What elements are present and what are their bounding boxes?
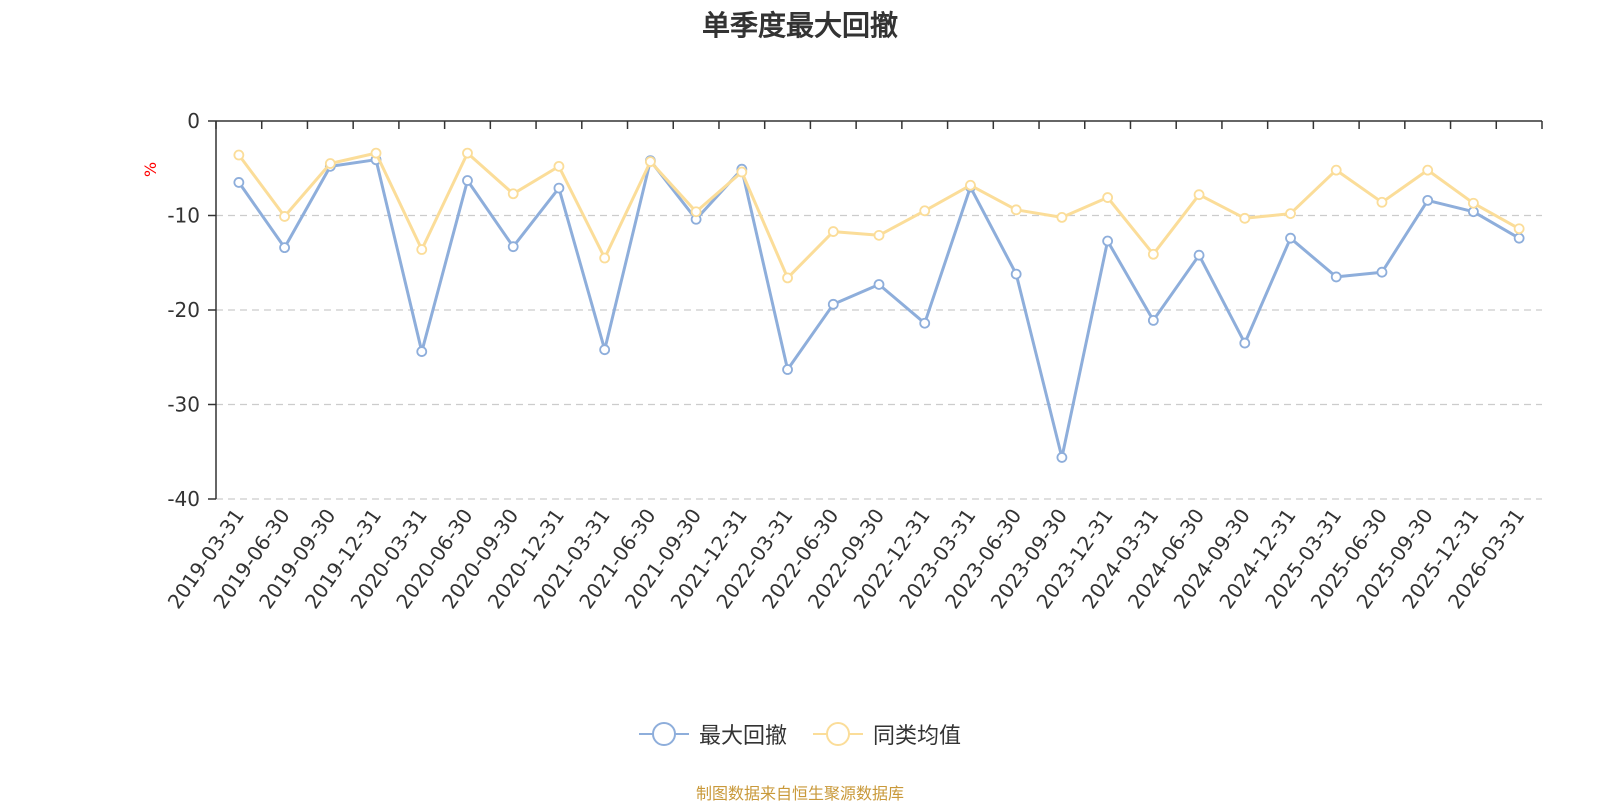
series-layer: [233, 147, 1525, 463]
data-point: [1010, 268, 1022, 280]
data-point: [782, 272, 793, 284]
data-point: [1102, 192, 1114, 203]
legend-label-peer-average: 同类均值: [873, 724, 962, 749]
series-max-drawdown: [233, 154, 1525, 463]
data-point: [919, 317, 931, 329]
label-layer: 0-10-20-30-402019-03-312019-06-302019-09…: [163, 109, 1530, 613]
data-point: [1376, 266, 1388, 278]
data-point: [1193, 249, 1205, 261]
grid-layer: [216, 214, 1542, 500]
data-point: [1330, 164, 1342, 176]
data-point: [553, 182, 565, 194]
data-point: [324, 158, 336, 169]
legend-label-max-drawdown: 最大回撤: [698, 724, 787, 749]
data-point: [1422, 164, 1434, 176]
data-point: [1193, 189, 1205, 201]
data-point: [370, 147, 382, 159]
y-tick-label: -30: [167, 393, 200, 417]
chart-title: 单季度最大回撤: [701, 9, 898, 42]
data-point: [1513, 232, 1525, 244]
data-point: [873, 279, 885, 290]
data-point: [919, 205, 931, 217]
data-point: [599, 344, 611, 356]
data-point: [690, 206, 702, 218]
data-point: [1056, 211, 1068, 223]
data-point: [1102, 235, 1114, 247]
legend-item-peer-average[interactable]: 同类均值: [813, 718, 961, 750]
data-point: [416, 346, 428, 357]
series-line: [237, 158, 1520, 459]
data-point: [462, 147, 473, 159]
data-point: [1330, 271, 1342, 283]
y-tick-label: 0: [187, 109, 200, 133]
data-point: [233, 177, 245, 188]
data-point: [827, 226, 839, 237]
data-point: [873, 229, 885, 241]
data-point: [965, 179, 976, 191]
line-chart: 0-10-20-30-402019-03-312019-06-302019-09…: [163, 109, 1543, 613]
data-point: [1056, 452, 1068, 463]
series-peer-average: [233, 147, 1525, 284]
data-point: [1513, 223, 1525, 235]
data-point: [1468, 197, 1479, 209]
data-point: [416, 244, 428, 255]
data-point: [279, 242, 290, 254]
data-point: [1285, 208, 1296, 220]
data-point: [782, 364, 793, 375]
legend-marker-peer-average: [813, 721, 863, 747]
data-point: [1010, 204, 1022, 216]
data-point: [1422, 194, 1434, 206]
data-point: [1147, 314, 1159, 326]
y-tick-label: -40: [167, 487, 200, 511]
data-point: [1239, 337, 1251, 349]
legend: 最大回撤 同类均值: [0, 718, 1600, 750]
data-source-note: 制图数据来自恒生聚源数据库: [695, 784, 904, 803]
data-point: [279, 211, 290, 222]
data-point: [736, 166, 748, 178]
data-point: [599, 252, 611, 264]
legend-marker-max-drawdown: [638, 721, 689, 747]
data-point: [1239, 212, 1251, 224]
data-point: [233, 149, 245, 161]
legend-item-max-drawdown[interactable]: 最大回撤: [638, 718, 787, 750]
data-point: [507, 188, 519, 200]
data-point: [827, 298, 839, 310]
axis-layer: [208, 120, 1543, 500]
data-point: [507, 241, 519, 253]
data-point: [644, 156, 656, 168]
data-point: [1285, 232, 1296, 244]
data-point: [1376, 196, 1388, 208]
y-tick-label: -10: [167, 204, 200, 228]
data-point: [553, 160, 565, 172]
y-tick-label: -20: [167, 298, 200, 322]
data-point: [462, 175, 473, 186]
data-point: [1147, 248, 1159, 260]
